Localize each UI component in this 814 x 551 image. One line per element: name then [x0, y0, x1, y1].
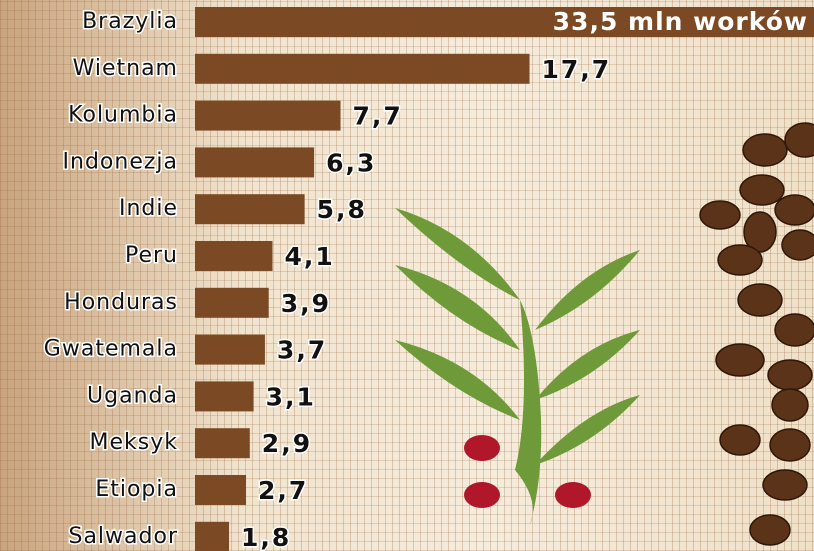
value-label: 5,8 [317, 195, 367, 224]
bar [195, 288, 269, 318]
leaf [395, 208, 520, 300]
category-label: Salwador [68, 524, 178, 549]
category-label: Meksyk [90, 430, 178, 455]
page: Brazylia 33,5 mln worków Wietnam 17,7 Kolumb… [0, 0, 814, 551]
value-label: 2,9 [262, 429, 312, 458]
category-label: Gwatemala [44, 337, 178, 362]
leaf [535, 395, 640, 465]
bar [195, 381, 254, 411]
category-label: Indonezja [63, 149, 178, 174]
bean [775, 195, 814, 225]
bar [195, 475, 246, 505]
bar [195, 522, 229, 551]
bar [195, 194, 305, 224]
chart: Brazylia 33,5 mln worków Wietnam 17,7 Kolumb… [0, 0, 814, 551]
category-label: Uganda [87, 383, 178, 408]
bean [782, 230, 814, 260]
value-label: 6,3 [326, 148, 376, 177]
stem [515, 300, 541, 525]
bean [785, 123, 814, 157]
bean [750, 515, 790, 545]
bean [716, 344, 764, 376]
leaf [535, 330, 640, 400]
value-label: 3,9 [281, 289, 331, 318]
coffee-beans [700, 123, 814, 545]
bean [718, 245, 762, 275]
value-label: 17,7 [542, 55, 612, 84]
bar [195, 241, 272, 271]
bean [738, 284, 782, 316]
value-label: 3,1 [266, 382, 316, 411]
category-label: Wietnam [73, 56, 178, 81]
bean [700, 201, 740, 229]
berry [464, 435, 500, 461]
value-label: 1,8 [241, 523, 291, 551]
value-label: 33,5 mln worków [553, 7, 808, 36]
bar [195, 147, 314, 177]
value-label: 7,7 [353, 102, 403, 131]
category-label: Indie [119, 196, 178, 221]
bar [195, 335, 265, 365]
bean [772, 389, 808, 421]
value-label: 3,7 [277, 336, 327, 365]
berry [555, 482, 591, 508]
bean [740, 175, 784, 205]
bar [195, 101, 341, 131]
category-label: Etiopia [95, 477, 178, 502]
category-label: Honduras [64, 290, 178, 315]
bean [770, 429, 810, 461]
berry [464, 482, 500, 508]
bean [743, 134, 787, 166]
bar [195, 54, 530, 84]
bean [720, 425, 760, 455]
bar [195, 428, 250, 458]
category-label: Kolumbia [68, 103, 178, 128]
bean [775, 314, 814, 346]
value-label: 4,1 [284, 242, 334, 271]
category-label: Peru [125, 243, 178, 268]
leaf [395, 340, 520, 420]
bean [763, 470, 807, 500]
value-label: 2,7 [258, 476, 308, 505]
plant [395, 208, 640, 525]
bean [768, 360, 812, 390]
leaf [535, 250, 640, 330]
decoration [395, 123, 814, 545]
category-label: Brazylia [82, 9, 178, 34]
